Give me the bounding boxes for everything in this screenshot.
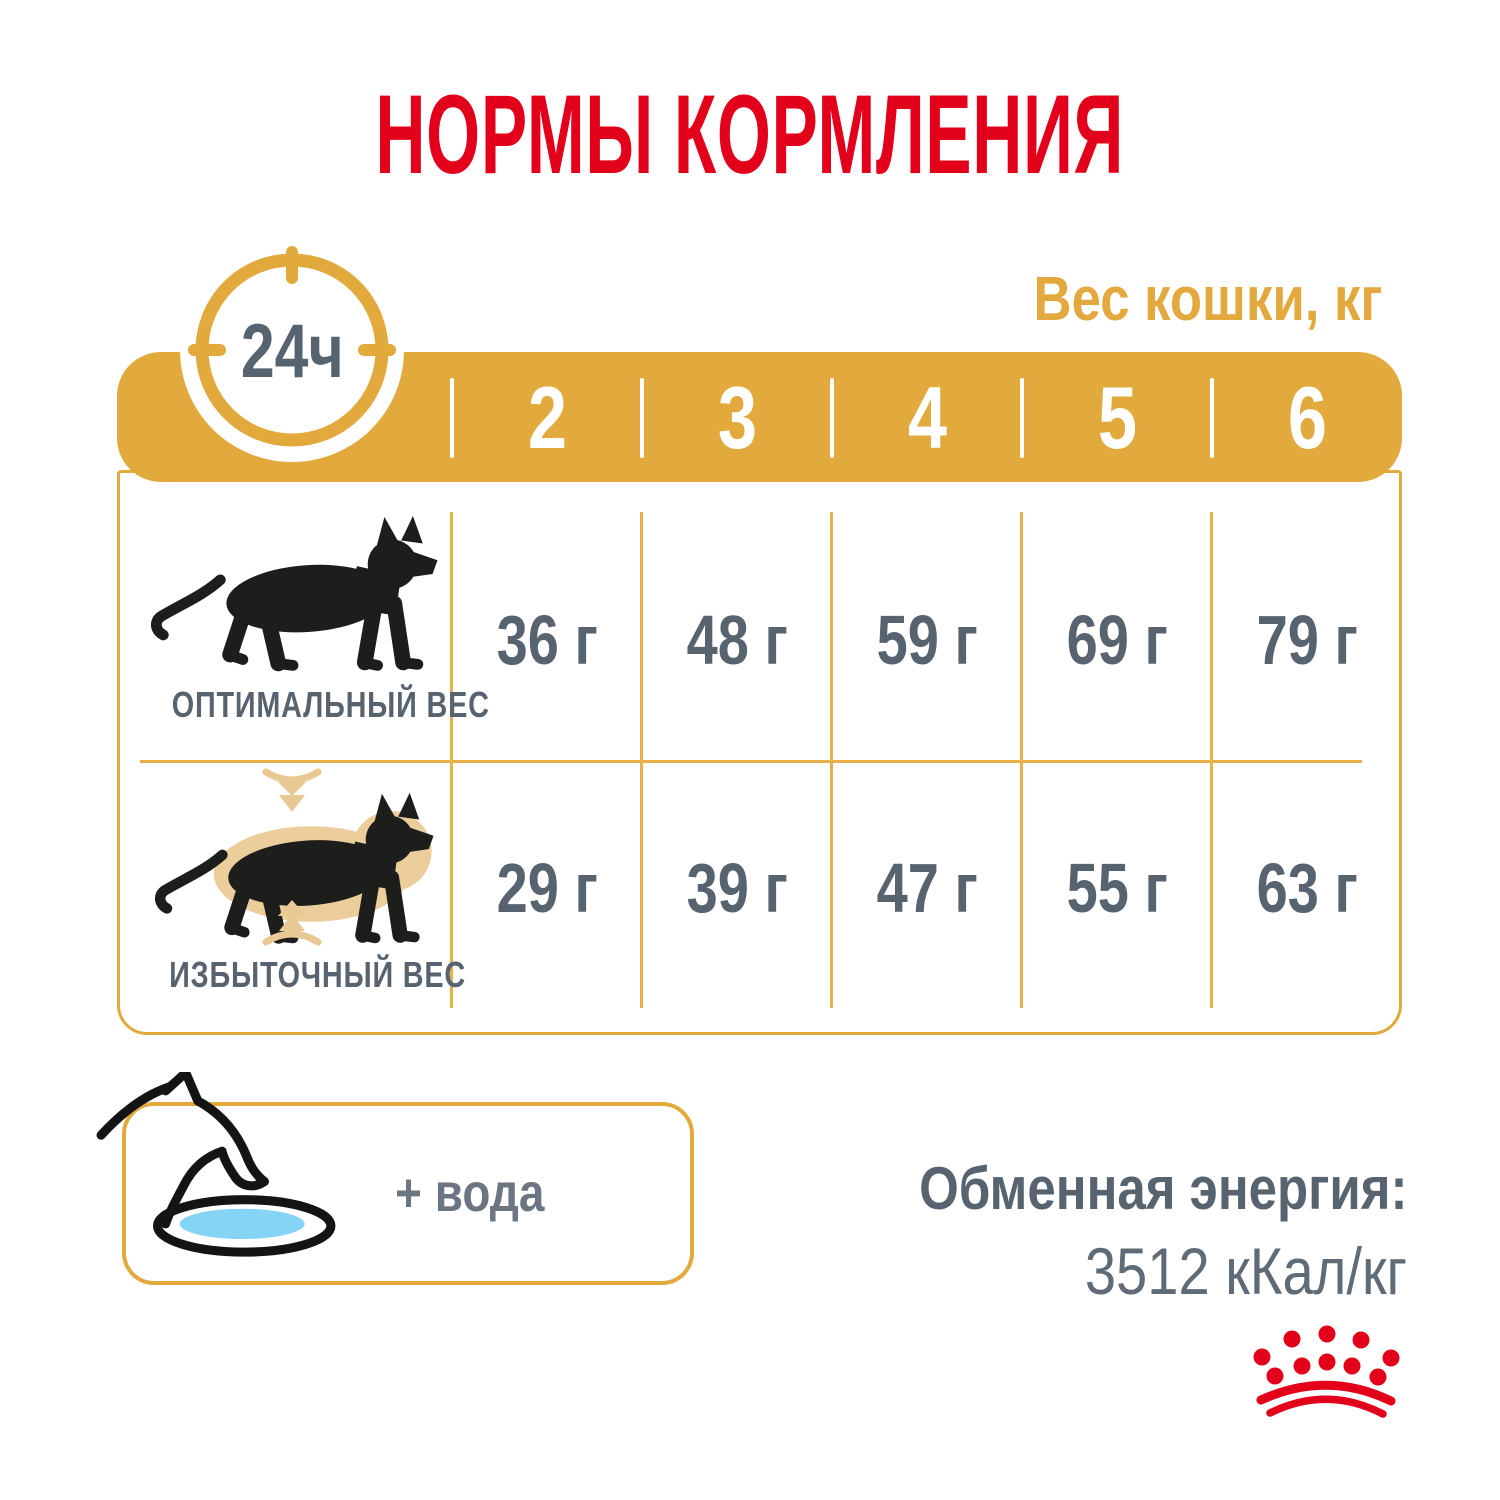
header-divider [1210, 378, 1214, 458]
page-title: НОРМЫ КОРМЛЕНИЯ [0, 70, 1500, 199]
weight-axis-label: Вес кошки, кг [1033, 265, 1382, 334]
header-col-6kg: 6 [1287, 368, 1327, 467]
cell-optimal-5kg: 69 г [1066, 601, 1168, 679]
cell-optimal-6kg: 79 г [1256, 601, 1358, 679]
header-col-5kg: 5 [1097, 368, 1137, 467]
compress-arrows-icon [262, 900, 322, 946]
cell-optimal-4kg: 59 г [876, 601, 978, 679]
clock-24h-icon [180, 238, 404, 462]
metabolic-energy-value: 3512 кКал/кг [1084, 1234, 1407, 1308]
clock-label: 24ч [240, 309, 344, 394]
header-divider [450, 378, 454, 458]
cell-overweight-3kg: 39 г [686, 849, 788, 927]
header-divider [640, 378, 644, 458]
cell-overweight-5kg: 55 г [1066, 849, 1168, 927]
page-title-text: НОРМЫ КОРМЛЕНИЯ [375, 72, 1125, 197]
metabolic-energy-block: Обменная энергия: 3512 кКал/кг [833, 1154, 1407, 1309]
compress-arrows-icon [262, 768, 322, 812]
royal-canin-crown-icon [1253, 1325, 1400, 1418]
cat-optimal-weight-icon [151, 515, 438, 672]
header-divider [830, 378, 834, 458]
cell-overweight-4kg: 47 г [876, 849, 978, 927]
water-note-label: + вода [395, 1163, 545, 1223]
feeding-table-body [117, 470, 1402, 1035]
metabolic-energy-label: Обменная энергия: [918, 1155, 1407, 1222]
header-col-4kg: 4 [907, 368, 947, 467]
cat-drinking-icon [96, 1072, 336, 1257]
cell-overweight-6kg: 63 г [1256, 849, 1358, 927]
cell-optimal-2kg: 36 г [496, 601, 598, 679]
cell-overweight-2kg: 29 г [496, 849, 598, 927]
row-label-optimal-weight: ОПТИМАЛЬНЫЙ ВЕС [171, 684, 490, 725]
header-col-3kg: 3 [717, 368, 757, 467]
header-divider [1020, 378, 1024, 458]
header-col-2kg: 2 [527, 368, 567, 467]
row-divider [140, 760, 1362, 763]
cell-optimal-3kg: 48 г [686, 601, 788, 679]
row-label-overweight: ИЗБЫТОЧНЫЙ ВЕС [169, 954, 466, 995]
